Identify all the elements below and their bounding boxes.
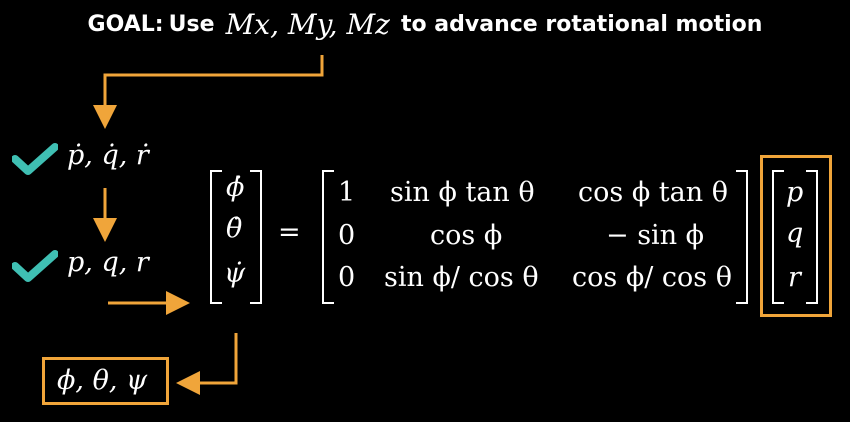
rhs-p: p xyxy=(786,177,804,208)
body-rate-derivatives: ṗ, q̇, ṙ xyxy=(67,140,149,171)
arrow-icon xyxy=(176,333,238,395)
check-icon xyxy=(12,250,58,282)
theta-dot: θ̇ xyxy=(226,213,243,244)
matrix-cell-r2c3: − sin ϕ xyxy=(606,220,705,251)
matrix-cell-r2c2: cos ϕ xyxy=(430,220,503,251)
phi-dot: ϕ̇ xyxy=(226,172,245,203)
goal-heading: GOAL: Use Mx, My, Mz to advance rotation… xyxy=(0,8,850,41)
equals-sign: = xyxy=(278,217,301,248)
matrix-bracket-right xyxy=(736,170,748,304)
goal-text: to advance rotational motion xyxy=(401,12,763,37)
matrix-cell-r3c1: 0 xyxy=(338,262,356,293)
body-rate-vector-box xyxy=(760,155,832,317)
matrix-cell-r3c3: cos ϕ/ cos θ xyxy=(572,262,732,293)
rhs-r: r xyxy=(788,262,801,293)
arrow-icon xyxy=(93,55,324,129)
euler-angles-box: ϕ, θ, ψ xyxy=(42,357,169,405)
goal-use: Use xyxy=(168,12,215,37)
matrix-cell-r3c2: sin ϕ/ cos θ xyxy=(384,262,539,293)
check-icon xyxy=(12,143,58,175)
goal-label: GOAL: xyxy=(87,12,164,37)
lhs-bracket-right xyxy=(250,170,262,304)
rhs-q: q xyxy=(786,218,804,249)
goal-moments: Mx, My, Mz xyxy=(225,8,390,41)
psi-dot: ψ̇ xyxy=(224,258,246,289)
euler-angles: ϕ, θ, ψ xyxy=(57,365,148,396)
matrix-bracket-left xyxy=(322,170,334,304)
lhs-bracket-left xyxy=(210,170,222,304)
matrix-cell-r1c1: 1 xyxy=(338,177,356,208)
matrix-cell-r1c2: sin ϕ tan θ xyxy=(390,177,535,208)
rhs-bracket-right xyxy=(806,170,818,304)
body-rates: p, q, r xyxy=(67,247,149,278)
matrix-cell-r2c1: 0 xyxy=(338,220,356,251)
rhs-bracket-left xyxy=(772,170,784,304)
matrix-cell-r1c3: cos ϕ tan θ xyxy=(578,177,728,208)
